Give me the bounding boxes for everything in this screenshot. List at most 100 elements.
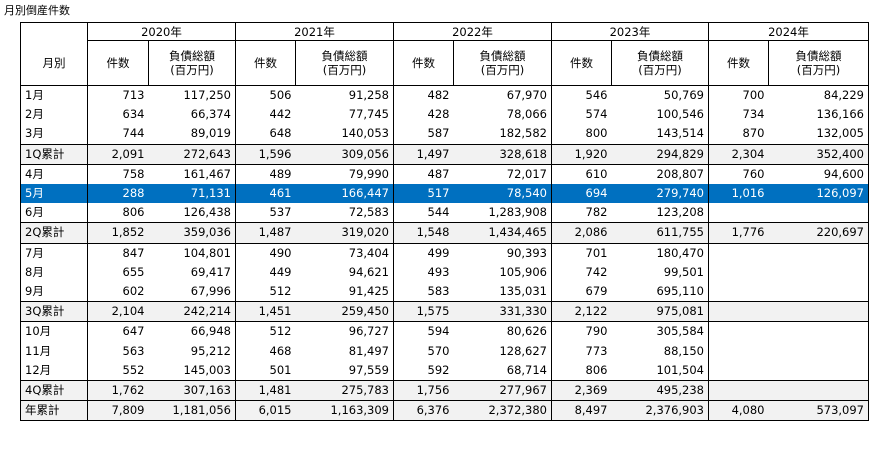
count-cell: 2,086 bbox=[551, 222, 612, 244]
debt-cell: 279,740 bbox=[611, 183, 709, 204]
debt-cell: 126,097 bbox=[768, 183, 869, 204]
count-cell: 517 bbox=[393, 183, 454, 204]
count-cell: 552 bbox=[87, 360, 149, 381]
table-row: 2月 634 66,374 442 77,745 428 78,066 574 100,546 7… bbox=[20, 105, 869, 125]
count-cell: 870 bbox=[708, 124, 769, 145]
debt-header-line1: 負債総額 bbox=[321, 49, 368, 63]
debt-cell: 94,600 bbox=[768, 164, 869, 184]
debt-cell: 331,330 bbox=[453, 301, 552, 323]
count-cell bbox=[708, 321, 769, 342]
table-row: 5月 288 71,131 461 166,447 517 78,540 694 279,740… bbox=[20, 183, 869, 204]
count-cell bbox=[708, 360, 769, 381]
debt-cell: 84,229 bbox=[768, 85, 869, 106]
count-cell: 594 bbox=[393, 321, 454, 342]
debt-cell: 140,053 bbox=[295, 124, 394, 145]
count-cell: 563 bbox=[87, 341, 149, 361]
count-cell bbox=[708, 341, 769, 361]
column-header-row: 月別 件数 負債総額 (百万円) 件数 負債総額 (百万円) 件数 負債総額 (百万円) 件数 負債… bbox=[20, 40, 869, 86]
count-cell: 442 bbox=[235, 105, 296, 125]
debt-cell: 2,372,380 bbox=[453, 400, 552, 422]
debt-cell bbox=[768, 203, 869, 223]
table-row: 8月 655 69,417 449 94,621 493 105,906 742 99,501 bbox=[20, 262, 869, 282]
count-cell: 713 bbox=[87, 85, 149, 106]
debt-cell: 495,238 bbox=[611, 379, 709, 402]
debt-column-header: 負債総額 (百万円) bbox=[453, 40, 552, 86]
count-cell: 744 bbox=[87, 124, 149, 145]
month-label: 7月 bbox=[20, 243, 88, 263]
count-cell: 428 bbox=[393, 105, 454, 125]
debt-cell: 145,003 bbox=[148, 360, 236, 381]
debt-column-header: 負債総額 (百万円) bbox=[148, 40, 236, 86]
debt-cell: 71,131 bbox=[148, 183, 236, 204]
subtotal-row: 4Q累計 1,762 307,163 1,481 275,783 1,756 277,967… bbox=[20, 379, 869, 402]
count-cell: 1,481 bbox=[235, 379, 296, 402]
month-label: 3Q累計 bbox=[20, 301, 88, 323]
debt-cell: 319,020 bbox=[295, 222, 394, 244]
debt-cell: 277,967 bbox=[453, 379, 552, 402]
count-cell: 1,776 bbox=[708, 222, 769, 244]
debt-cell: 143,514 bbox=[611, 124, 709, 145]
debt-cell: 2,376,903 bbox=[611, 400, 709, 422]
debt-cell: 105,906 bbox=[453, 262, 552, 282]
count-cell: 489 bbox=[235, 164, 296, 184]
count-cell: 1,016 bbox=[708, 183, 769, 204]
count-cell: 493 bbox=[393, 262, 454, 282]
count-cell: 583 bbox=[393, 281, 454, 302]
count-cell: 758 bbox=[87, 164, 149, 184]
count-column-header: 件数 bbox=[87, 40, 149, 86]
debt-cell: 101,504 bbox=[611, 360, 709, 381]
debt-cell: 96,727 bbox=[295, 321, 394, 342]
count-cell: 461 bbox=[235, 183, 296, 204]
count-cell: 288 bbox=[87, 183, 149, 204]
debt-cell: 69,417 bbox=[148, 262, 236, 282]
debt-cell: 208,807 bbox=[611, 164, 709, 184]
debt-cell: 128,627 bbox=[453, 341, 552, 361]
debt-cell bbox=[768, 341, 869, 361]
total-row: 年累計 7,809 1,181,056 6,015 1,163,309 6,376 2,37… bbox=[20, 400, 869, 422]
corner-cell bbox=[20, 22, 88, 41]
debt-cell bbox=[768, 301, 869, 323]
debt-header-line2: (百万円) bbox=[480, 63, 525, 77]
table-row: 9月 602 67,996 512 91,425 583 135,031 679 695,110 bbox=[20, 281, 869, 302]
debt-cell: 50,769 bbox=[611, 85, 709, 106]
debt-cell: 975,081 bbox=[611, 301, 709, 323]
table-row: 1月 713 117,250 506 91,258 482 67,970 546 50,769 7… bbox=[20, 85, 869, 106]
count-cell: 506 bbox=[235, 85, 296, 106]
month-label: 9月 bbox=[20, 281, 88, 302]
debt-cell: 73,404 bbox=[295, 243, 394, 263]
debt-cell: 359,036 bbox=[148, 222, 236, 244]
debt-cell: 259,450 bbox=[295, 301, 394, 323]
count-cell: 7,809 bbox=[87, 400, 149, 422]
month-label: 1月 bbox=[20, 85, 88, 106]
count-cell: 449 bbox=[235, 262, 296, 282]
count-column-header: 件数 bbox=[708, 40, 769, 86]
count-cell: 512 bbox=[235, 321, 296, 342]
count-cell: 806 bbox=[551, 360, 612, 381]
table-row: 12月 552 145,003 501 97,559 592 68,714 806 101,50… bbox=[20, 360, 869, 381]
count-cell: 544 bbox=[393, 203, 454, 223]
count-cell: 570 bbox=[393, 341, 454, 361]
debt-cell bbox=[768, 243, 869, 263]
debt-cell: 66,948 bbox=[148, 321, 236, 342]
debt-cell: 166,447 bbox=[295, 183, 394, 204]
debt-cell: 307,163 bbox=[148, 379, 236, 402]
debt-cell: 242,214 bbox=[148, 301, 236, 323]
count-cell: 602 bbox=[87, 281, 149, 302]
count-cell: 8,497 bbox=[551, 400, 612, 422]
table-row: 3月 744 89,019 648 140,053 587 182,582 800 143,51… bbox=[20, 124, 869, 145]
count-cell: 490 bbox=[235, 243, 296, 263]
debt-cell: 67,996 bbox=[148, 281, 236, 302]
debt-header-line1: 負債総額 bbox=[479, 49, 526, 63]
count-column-header: 件数 bbox=[235, 40, 296, 86]
debt-cell: 72,583 bbox=[295, 203, 394, 223]
month-label: 2月 bbox=[20, 105, 88, 125]
count-cell: 1,497 bbox=[393, 143, 454, 165]
count-cell: 694 bbox=[551, 183, 612, 204]
count-cell: 790 bbox=[551, 321, 612, 342]
debt-cell bbox=[768, 379, 869, 402]
count-cell: 742 bbox=[551, 262, 612, 282]
debt-header-line2: (百万円) bbox=[322, 63, 367, 77]
debt-cell: 294,829 bbox=[611, 143, 709, 165]
month-label: 3月 bbox=[20, 124, 88, 145]
debt-cell: 182,582 bbox=[453, 124, 552, 145]
